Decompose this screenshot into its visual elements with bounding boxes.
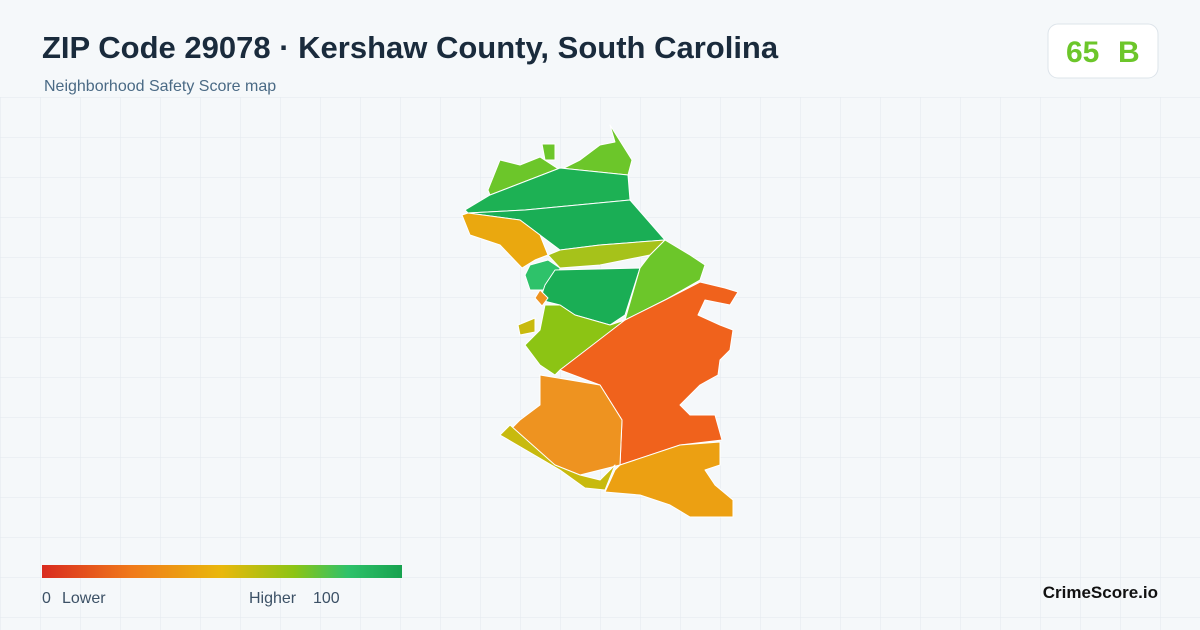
brand: CrimeScore.io (1043, 583, 1158, 602)
region (534, 289, 549, 307)
zip-map (461, 124, 739, 518)
region (624, 239, 706, 321)
region (499, 424, 616, 491)
title: ZIP Code 29078 · Kershaw County, South C… (42, 30, 779, 65)
region (541, 143, 556, 161)
grade: B (1118, 36, 1140, 69)
score-badge (1047, 23, 1159, 79)
region (517, 317, 536, 336)
score: 65 (1066, 36, 1099, 69)
subtitle: Neighborhood Safety Score map (44, 78, 276, 95)
legend-min-label: Lower (62, 590, 106, 607)
legend-max-label: Higher (249, 590, 297, 607)
legend-max: 100 (313, 590, 340, 607)
region (604, 441, 734, 518)
region (461, 212, 549, 269)
legend-min: 0 (42, 590, 51, 607)
legend-scale (42, 565, 402, 578)
